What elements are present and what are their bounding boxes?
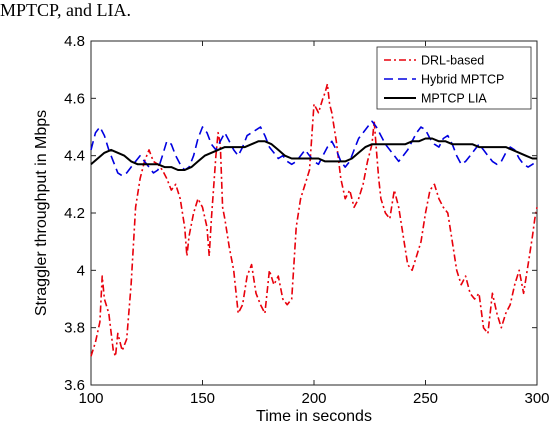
x-tick-label: 300 [524, 390, 549, 407]
series-line-1 [90, 83, 538, 358]
y-tick-label: 4.4 [64, 148, 85, 165]
series-line-2 [90, 120, 538, 177]
y-tick-label: 4.2 [64, 205, 85, 222]
x-tick-label: 100 [78, 390, 103, 407]
caption-text: MPTCP, and LIA. [0, 0, 132, 20]
x-tick-label: 200 [301, 390, 326, 407]
y-tick-label: 3.8 [64, 320, 85, 337]
y-tick-label: 4.8 [64, 33, 85, 50]
legend-label-3: MPTCP LIA [421, 92, 487, 106]
legend-label-1: DRL-based [421, 54, 484, 68]
x-tick-label: 250 [413, 390, 438, 407]
x-axis-label: Time in seconds [256, 408, 372, 425]
legend-label-2: Hybrid MPTCP [421, 73, 504, 87]
y-axis-label: Straggler throughput in Mbps [33, 110, 50, 316]
x-tick-label: 150 [190, 390, 215, 407]
ticks-layer: 100 150 200 250 300 3.6 3.8 4 4.2 4.4 4.6 4.8 [64, 33, 549, 407]
legend: DRL-based Hybrid MPTCP MPTCP LIA [376, 46, 532, 110]
y-tick-label: 4.6 [64, 90, 85, 107]
y-tick-label: 3.6 [64, 377, 85, 394]
y-tick-label: 4 [77, 262, 85, 279]
series-layer [90, 83, 538, 358]
series-line-3 [90, 137, 537, 171]
